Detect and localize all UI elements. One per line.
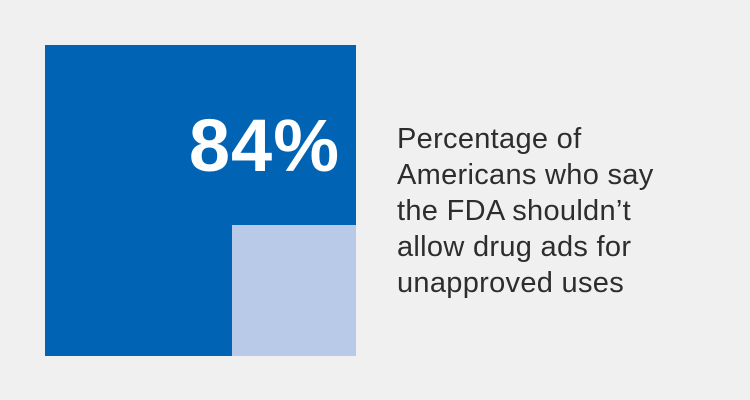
caption-line: the FDA shouldn’t [397, 195, 632, 227]
caption-line: unapproved uses [397, 267, 624, 299]
square-area-chart: 84% [45, 45, 356, 356]
caption-line: Percentage of [397, 123, 582, 155]
caption-line: Americans who say [397, 159, 654, 191]
remainder-square [232, 225, 356, 356]
percent-label: 84% [188, 104, 340, 187]
caption-line: allow drug ads for [397, 231, 632, 263]
chart-caption: Percentage of Americans who say the FDA … [397, 121, 717, 301]
